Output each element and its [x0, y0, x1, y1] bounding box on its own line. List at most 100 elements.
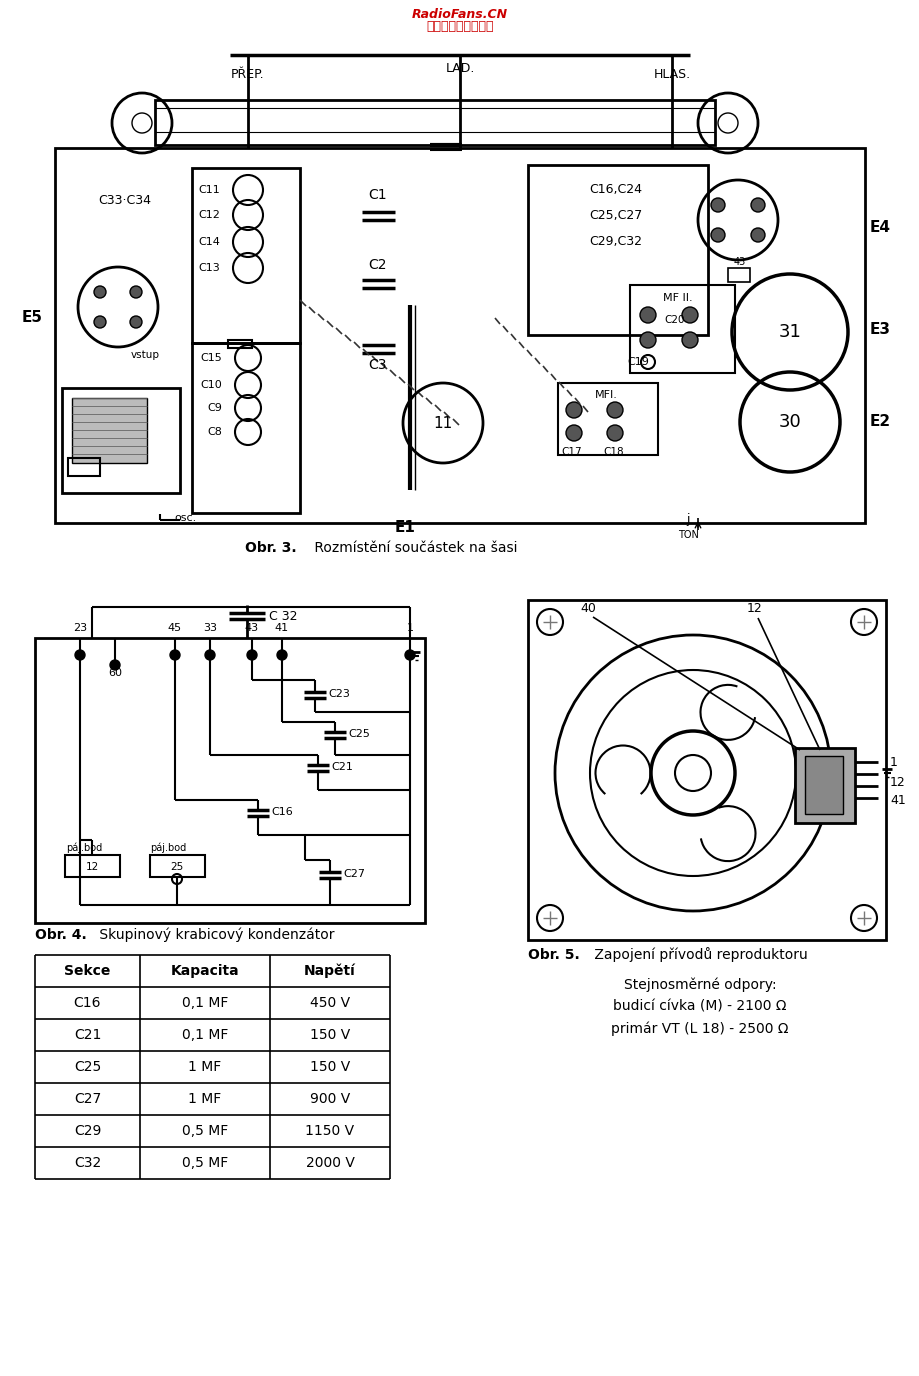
Bar — [228, 340, 252, 348]
Text: 43: 43 — [244, 623, 259, 633]
Text: 31: 31 — [777, 323, 800, 341]
Circle shape — [246, 649, 256, 660]
Bar — [55, 149, 864, 523]
Text: C29,C32: C29,C32 — [589, 235, 641, 249]
Text: C11: C11 — [198, 184, 220, 195]
Text: j: j — [686, 512, 689, 526]
Bar — [62, 388, 180, 493]
Text: 0,5 MF: 0,5 MF — [182, 1156, 228, 1170]
Text: Napětí: Napětí — [304, 963, 356, 978]
Text: C13: C13 — [198, 263, 220, 272]
Text: C19: C19 — [627, 356, 648, 367]
Bar — [72, 398, 147, 462]
Text: 1: 1 — [889, 755, 897, 769]
Text: 12: 12 — [85, 861, 98, 872]
Circle shape — [404, 649, 414, 660]
Text: páj.bod: páj.bod — [150, 842, 186, 853]
Text: Sekce: Sekce — [64, 965, 110, 978]
Text: 45: 45 — [168, 623, 182, 633]
Circle shape — [681, 332, 698, 348]
Text: 40: 40 — [580, 601, 596, 615]
Text: 0,1 MF: 0,1 MF — [182, 1028, 228, 1042]
Text: Skupinový krabicový kondenzátor: Skupinový krabicový kondenzátor — [95, 927, 335, 943]
Text: MF II.: MF II. — [663, 293, 692, 303]
Text: 12: 12 — [889, 776, 905, 790]
Text: osc.: osc. — [175, 513, 197, 523]
Text: 25: 25 — [170, 861, 184, 872]
Text: 33: 33 — [203, 623, 217, 633]
Text: Obr. 4.: Obr. 4. — [35, 927, 86, 943]
Circle shape — [710, 228, 724, 242]
Bar — [528, 165, 708, 334]
Text: LAD.: LAD. — [445, 62, 474, 74]
Circle shape — [565, 425, 582, 440]
Text: 30: 30 — [777, 413, 800, 431]
Circle shape — [205, 649, 215, 660]
Text: 150 V: 150 V — [310, 1060, 350, 1075]
Bar — [528, 600, 885, 940]
Bar — [150, 854, 205, 877]
Circle shape — [170, 649, 180, 660]
Text: C27: C27 — [343, 870, 365, 879]
Text: primár VT (L 18) - 2500 Ω: primár VT (L 18) - 2500 Ω — [610, 1022, 788, 1036]
Circle shape — [94, 286, 106, 299]
Bar — [192, 343, 300, 513]
Bar — [35, 638, 425, 923]
Text: vstup: vstup — [130, 350, 159, 361]
Circle shape — [565, 402, 582, 418]
Text: C2: C2 — [369, 259, 387, 272]
Text: C9: C9 — [207, 403, 221, 413]
Text: 12: 12 — [746, 601, 762, 615]
Bar — [630, 285, 734, 373]
Text: E3: E3 — [868, 322, 890, 337]
Text: budicí cívka (M) - 2100 Ω: budicí cívka (M) - 2100 Ω — [613, 1000, 786, 1014]
Text: C14: C14 — [198, 237, 220, 248]
Circle shape — [717, 113, 737, 133]
Text: C15: C15 — [200, 354, 221, 363]
Text: 41: 41 — [889, 794, 905, 806]
Text: 150 V: 150 V — [310, 1028, 350, 1042]
Bar — [192, 168, 300, 343]
Text: 0,1 MF: 0,1 MF — [182, 996, 228, 1010]
Text: Obr. 5.: Obr. 5. — [528, 948, 579, 962]
Text: Stejnosměrné odpory:: Stejnosměrné odpory: — [623, 978, 776, 992]
Text: C 32: C 32 — [268, 610, 297, 622]
Text: C12: C12 — [198, 211, 220, 220]
Circle shape — [681, 307, 698, 323]
Bar — [65, 854, 119, 877]
Text: C33·C34: C33·C34 — [98, 194, 152, 206]
Text: E1: E1 — [394, 520, 415, 534]
Text: páj.bod: páj.bod — [66, 842, 102, 853]
Text: 1150 V: 1150 V — [305, 1124, 354, 1138]
Text: PŘEP.: PŘEP. — [231, 69, 265, 81]
Circle shape — [607, 402, 622, 418]
Text: C32: C32 — [74, 1156, 101, 1170]
Text: C21: C21 — [331, 762, 353, 772]
Text: 900 V: 900 V — [310, 1093, 350, 1106]
Text: 43: 43 — [733, 257, 745, 267]
Circle shape — [130, 316, 142, 327]
Text: 收音机爱好者资料库: 收音机爱好者资料库 — [425, 21, 494, 33]
Circle shape — [75, 649, 85, 660]
Text: 0,5 MF: 0,5 MF — [182, 1124, 228, 1138]
Text: 450 V: 450 V — [310, 996, 350, 1010]
Circle shape — [277, 649, 287, 660]
Text: Kapacita: Kapacita — [171, 965, 239, 978]
Text: C29: C29 — [74, 1124, 101, 1138]
Circle shape — [750, 198, 765, 212]
Text: C17: C17 — [562, 447, 582, 457]
Text: C25: C25 — [347, 729, 369, 739]
Bar — [558, 383, 657, 455]
Bar — [154, 100, 714, 144]
Text: C21: C21 — [74, 1028, 101, 1042]
Bar — [794, 749, 854, 823]
Text: C18: C18 — [603, 447, 624, 457]
Text: RadioFans.CN: RadioFans.CN — [412, 7, 507, 21]
Circle shape — [640, 332, 655, 348]
Circle shape — [130, 286, 142, 299]
Text: 11: 11 — [433, 416, 452, 431]
Text: 1 MF: 1 MF — [188, 1093, 221, 1106]
Text: C27: C27 — [74, 1093, 101, 1106]
Text: C16,C24: C16,C24 — [589, 183, 641, 197]
Circle shape — [710, 198, 724, 212]
